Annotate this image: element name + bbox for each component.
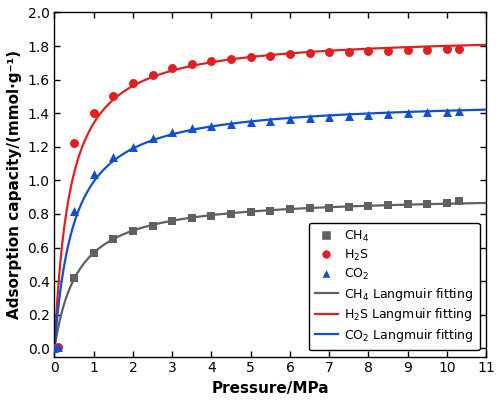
Point: [187, 215, 195, 221]
Point: [246, 119, 254, 125]
Point: [364, 112, 372, 118]
Point: [344, 204, 352, 210]
Point: [51, 345, 59, 351]
Point: [70, 207, 78, 214]
Point: [305, 50, 313, 56]
Point: [168, 217, 176, 224]
Point: [148, 135, 156, 141]
Point: [383, 202, 391, 208]
Point: [51, 345, 59, 351]
Point: [442, 108, 450, 115]
Point: [422, 200, 430, 207]
Point: [226, 56, 234, 62]
Point: [51, 345, 59, 351]
Point: [383, 47, 391, 54]
Point: [226, 121, 234, 127]
Point: [246, 54, 254, 60]
Point: [129, 143, 137, 150]
Point: [454, 108, 462, 114]
Point: [325, 49, 333, 56]
Point: [364, 48, 372, 54]
Point: [442, 46, 450, 53]
Point: [286, 51, 294, 58]
Point: [148, 222, 156, 229]
Point: [403, 201, 411, 208]
Point: [325, 114, 333, 120]
Point: [70, 140, 78, 147]
Point: [90, 170, 98, 177]
Point: [246, 209, 254, 216]
Point: [207, 212, 215, 219]
Point: [286, 206, 294, 212]
Point: [383, 111, 391, 117]
Point: [70, 274, 78, 281]
Point: [344, 48, 352, 55]
Point: [266, 207, 274, 214]
Point: [109, 236, 117, 242]
Point: [54, 344, 62, 351]
Point: [129, 80, 137, 86]
Point: [129, 227, 137, 234]
Point: [325, 204, 333, 211]
Point: [168, 129, 176, 136]
Point: [148, 71, 156, 78]
Point: [403, 47, 411, 53]
Point: [207, 123, 215, 129]
Point: [168, 64, 176, 71]
Legend: CH$_4$, H$_2$S, CO$_2$, CH$_4$ Langmuir fitting, H$_2$S Langmuir fitting, CO$_2$: CH$_4$, H$_2$S, CO$_2$, CH$_4$ Langmuir …: [309, 223, 479, 350]
Point: [454, 46, 462, 52]
Point: [187, 60, 195, 67]
Point: [403, 110, 411, 116]
Point: [90, 110, 98, 116]
Point: [364, 203, 372, 209]
Point: [344, 113, 352, 119]
Point: [442, 199, 450, 206]
Point: [266, 118, 274, 124]
Point: [305, 115, 313, 121]
Point: [266, 52, 274, 59]
Point: [422, 109, 430, 116]
Point: [109, 93, 117, 100]
Point: [109, 154, 117, 160]
Point: [454, 198, 462, 205]
X-axis label: Pressure/MPa: Pressure/MPa: [211, 381, 329, 396]
Y-axis label: Adsorption capacity/(mmol·g⁻¹): Adsorption capacity/(mmol·g⁻¹): [7, 50, 22, 319]
Point: [187, 125, 195, 131]
Point: [54, 344, 62, 351]
Point: [286, 116, 294, 123]
Point: [226, 211, 234, 217]
Point: [90, 249, 98, 256]
Point: [207, 58, 215, 64]
Point: [422, 46, 430, 53]
Point: [305, 205, 313, 212]
